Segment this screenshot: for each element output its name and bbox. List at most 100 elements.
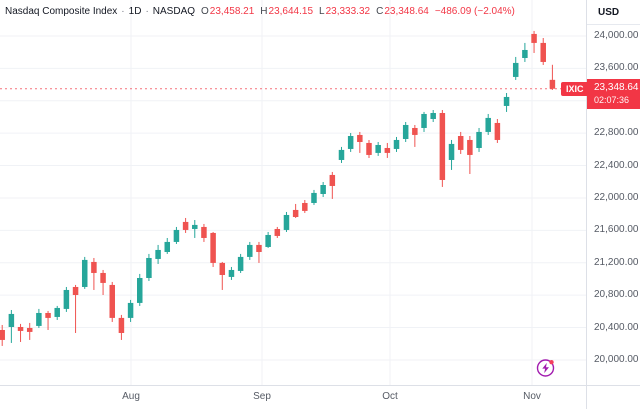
candle — [357, 131, 363, 153]
candle — [467, 135, 473, 174]
separator-dot: · — [121, 5, 125, 17]
candle — [494, 118, 501, 143]
interval-label[interactable]: 1D — [128, 5, 142, 17]
candle — [8, 309, 15, 343]
candle — [283, 211, 290, 232]
last-price-value: 23,348.64 — [594, 81, 639, 93]
candle — [549, 64, 556, 90]
candle — [439, 109, 446, 187]
price-tick: 23,600.00 — [594, 62, 639, 74]
candle — [366, 139, 372, 158]
currency-label: USD — [598, 6, 620, 18]
symbol-ticker: IXIC — [566, 83, 584, 94]
price-tick: 24,000.00 — [594, 29, 639, 41]
candle — [485, 113, 491, 135]
exchange-label: NASDAQ — [152, 5, 196, 17]
last-price-badge: 23,348.64 02:07:36 — [587, 78, 640, 109]
price-tick: 20,800.00 — [594, 289, 639, 301]
month-label: Aug — [122, 391, 140, 402]
price-tick: 22,400.00 — [594, 159, 639, 171]
symbol-title: Nasdaq Composite Index — [5, 5, 118, 17]
lightning-icon — [536, 359, 555, 377]
candle — [393, 136, 400, 152]
candle — [430, 109, 436, 122]
high-value: 23,644.15 — [268, 5, 314, 17]
candle — [457, 131, 464, 154]
candle — [63, 286, 70, 312]
candle — [320, 182, 326, 197]
candle — [36, 308, 42, 328]
candle — [329, 171, 336, 199]
candle — [531, 30, 537, 53]
candle — [448, 139, 455, 170]
candle — [256, 241, 262, 263]
separator-dot: · — [145, 5, 149, 17]
price-tick: 22,800.00 — [594, 127, 639, 139]
price-tick: 21,600.00 — [594, 224, 639, 236]
price-tick: 20,000.00 — [594, 353, 639, 365]
price-axis[interactable]: USD 20,000.00 20,400.00 20,800.00 21,200.00… — [586, 0, 640, 385]
candle — [72, 284, 79, 333]
candle — [421, 111, 427, 132]
candle — [265, 231, 271, 248]
price-tick: 22,000.00 — [594, 191, 639, 203]
symbol-price-flag: IXIC — [561, 81, 589, 96]
candle — [192, 219, 198, 238]
candle — [210, 231, 216, 267]
candle — [0, 324, 5, 346]
countdown-timer: 02:07:36 — [594, 94, 630, 105]
candle — [182, 217, 189, 233]
open-value: 23,458.21 — [209, 5, 255, 17]
candle — [292, 203, 299, 218]
candle — [338, 146, 345, 163]
candle — [302, 199, 308, 213]
month-label: Nov — [523, 391, 541, 402]
candle — [81, 256, 88, 289]
close-value: 23,348.64 — [384, 5, 429, 17]
candle — [17, 323, 24, 342]
candle — [402, 121, 409, 142]
price-tick: 20,400.00 — [594, 321, 639, 333]
candle — [26, 322, 33, 340]
candle — [347, 132, 354, 152]
candle — [219, 261, 226, 290]
candle — [503, 92, 510, 112]
time-axis[interactable]: Aug Sep Oct Nov — [0, 385, 640, 409]
candlestick-chart[interactable] — [0, 0, 586, 385]
candle — [247, 241, 253, 260]
candle — [173, 226, 180, 244]
candle — [45, 310, 51, 330]
candle — [109, 281, 115, 322]
candle — [91, 257, 97, 290]
symbol-info-bar[interactable]: Nasdaq Composite Index · 1D · NASDAQ O 2… — [5, 4, 515, 18]
candle — [201, 223, 207, 242]
candle — [540, 37, 546, 65]
high-label: H — [260, 5, 268, 17]
axis-corner-divider — [586, 386, 587, 409]
currency-box[interactable]: USD — [587, 0, 640, 25]
candle — [54, 305, 60, 320]
low-value: 23,333.32 — [325, 5, 371, 17]
candle — [118, 314, 125, 340]
candle — [237, 253, 244, 273]
notification-dot — [549, 360, 554, 365]
low-label: L — [319, 5, 325, 17]
month-label: Oct — [382, 391, 398, 402]
grid-lines — [0, 0, 586, 385]
candle — [228, 266, 235, 280]
open-label: O — [201, 5, 209, 17]
candle — [412, 124, 418, 147]
candle — [512, 56, 519, 80]
candle — [137, 273, 143, 306]
month-label: Sep — [253, 391, 271, 402]
candle — [155, 244, 161, 264]
candle — [274, 226, 281, 238]
candle — [164, 237, 171, 254]
candle — [127, 299, 134, 322]
flash-order-button[interactable] — [536, 358, 556, 378]
change-value: −486.09 (−2.04%) — [434, 5, 515, 17]
close-label: C — [376, 5, 384, 17]
candle — [100, 269, 106, 295]
candle — [146, 253, 152, 281]
